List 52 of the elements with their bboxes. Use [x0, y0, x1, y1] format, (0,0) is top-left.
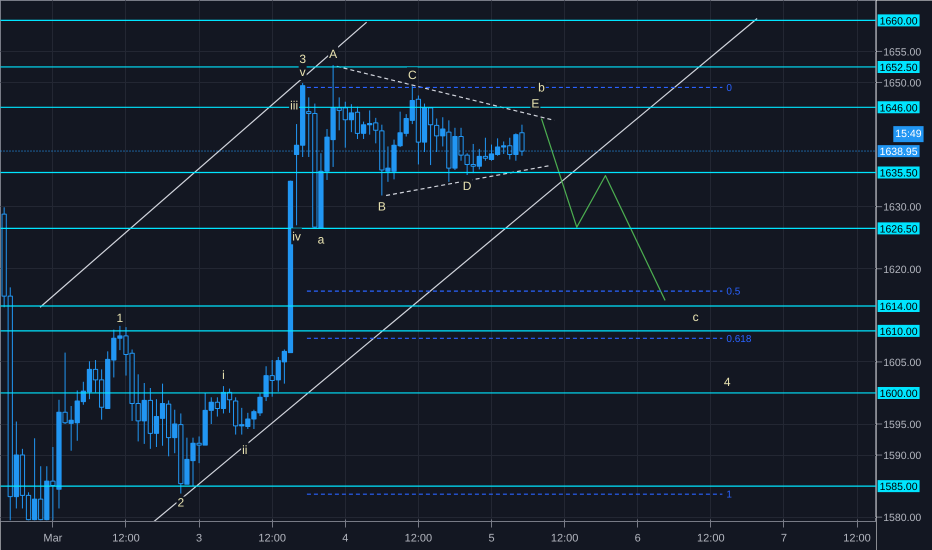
y-tick-label: 1590.00 [883, 450, 922, 462]
ref-line-label: 1646.00 [880, 102, 918, 114]
ref-line-label: 1638.95 [880, 146, 918, 158]
annotation: C [408, 68, 417, 82]
y-tick-label: 1605.00 [883, 356, 922, 369]
x-tick-label: 3 [196, 532, 202, 544]
y-tick-label: 1620.00 [883, 264, 922, 276]
series-label: 0.5 [726, 286, 741, 298]
x-tick-label: Mar [43, 532, 63, 544]
annotation: iii [290, 98, 298, 112]
series-label: 1 [726, 490, 732, 501]
y-tick-label: 1630.00 [883, 202, 922, 214]
annotation: ii [242, 443, 248, 458]
x-tick-label: 12:00 [258, 532, 286, 544]
x-tick-label: 4 [342, 532, 348, 544]
series-label: 0 [726, 82, 732, 94]
ref-line-label: 1626.50 [880, 223, 918, 236]
annotation: 4 [724, 374, 731, 389]
text: 15:49 [895, 128, 922, 140]
y-tick-label: 1580.00 [883, 512, 922, 524]
ref-line-label: 1585.00 [880, 481, 918, 494]
series-label: 0.618 [726, 334, 752, 345]
annotation: B [378, 199, 386, 214]
x-tick-label: 7 [780, 532, 787, 544]
ref-line-label: 1600.00 [880, 388, 918, 400]
y-tick-label: 1655.00 [883, 46, 922, 58]
annotation: 3 [299, 52, 306, 66]
annotation: 2 [177, 496, 184, 510]
annotation: D [462, 178, 472, 193]
annotation: i [222, 368, 225, 382]
ref-line-label: 1660.00 [880, 15, 918, 28]
x-tick-label: 12:00 [843, 532, 871, 544]
ref-line-label: 1614.00 [880, 301, 918, 314]
y-tick-label: 1650.00 [883, 77, 922, 90]
annotation: A [329, 47, 338, 62]
x-tick-label: 5 [488, 532, 495, 544]
ref-line-label: 1635.50 [880, 168, 918, 180]
x-tick-label: 12:00 [697, 532, 725, 544]
ref-line-label: 1652.50 [880, 62, 918, 74]
annotation: b [538, 80, 546, 94]
annotation: iv [292, 229, 301, 244]
ref-line-label: 1610.00 [880, 326, 918, 338]
y-tick-label: 1595.00 [883, 419, 922, 432]
annotation: v [300, 65, 306, 80]
annotation: E [531, 96, 540, 111]
x-tick-label: 6 [634, 532, 641, 544]
x-tick-label: 12:00 [112, 532, 140, 544]
annotation: c [692, 310, 699, 324]
annotation: 1 [116, 310, 124, 325]
x-tick-label: 12:00 [404, 532, 432, 544]
x-tick-label: 12:00 [550, 532, 578, 544]
annotation: a [318, 232, 325, 246]
